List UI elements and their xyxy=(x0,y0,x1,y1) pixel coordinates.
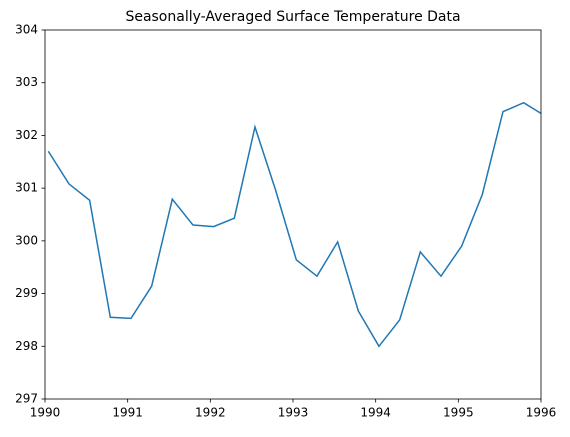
y-tick-label: 300 xyxy=(15,233,38,247)
x-tick-label: 1996 xyxy=(526,406,557,420)
x-tick-label: 1994 xyxy=(360,406,391,420)
x-tick-label: 1992 xyxy=(195,406,226,420)
y-tick-label: 297 xyxy=(15,392,38,406)
line-series xyxy=(47,101,541,348)
x-tick-label: 1993 xyxy=(278,406,309,420)
x-tick-label: 1995 xyxy=(443,406,474,420)
y-tick-label: 298 xyxy=(15,339,38,353)
y-tick-label: 303 xyxy=(15,75,38,89)
y-tick-label: 301 xyxy=(15,181,38,195)
y-tick-label: 302 xyxy=(15,128,38,142)
plot-area xyxy=(47,101,541,348)
y-tick-label: 299 xyxy=(15,286,38,300)
x-tick-label: 1990 xyxy=(30,406,61,420)
x-tick-label: 1991 xyxy=(112,406,143,420)
chart-title: Seasonally-Averaged Surface Temperature … xyxy=(125,9,460,25)
y-tick-label: 304 xyxy=(15,23,38,37)
axes-frame xyxy=(44,29,542,400)
